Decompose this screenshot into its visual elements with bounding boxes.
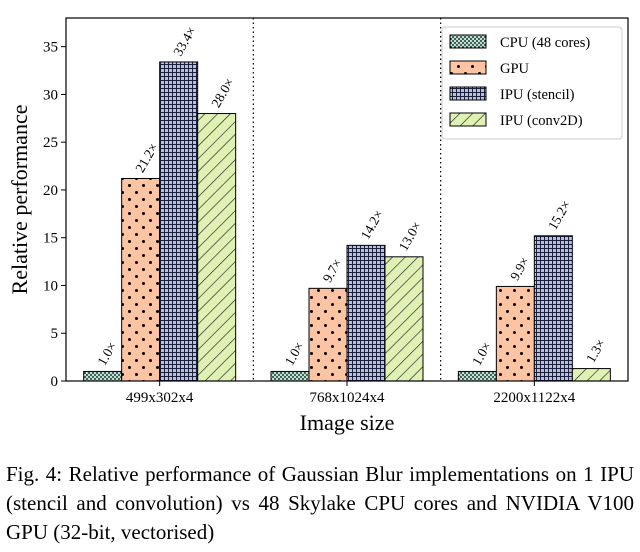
x-tick-label: 768x1024x4: [310, 390, 386, 406]
data-label: 1.0×: [282, 339, 307, 368]
data-label: 33.4×: [170, 24, 199, 59]
data-label: 14.2×: [358, 207, 387, 242]
data-label: 1.0×: [469, 339, 494, 368]
figure-caption: Fig. 4: Relative performance of Gaussian…: [6, 462, 634, 544]
legend-box: [441, 26, 623, 140]
plot-area: [252, 18, 442, 381]
y-tick-label: 0: [51, 374, 59, 390]
bar: [457, 370, 497, 382]
bar: [159, 61, 199, 382]
data-label: 1.0×: [94, 339, 119, 368]
bar: [83, 370, 123, 382]
legend-swatch: [449, 86, 487, 101]
data-label: 1.3×: [583, 336, 608, 365]
y-tick-label: 15: [43, 231, 58, 247]
y-axis-title: Relative performance: [7, 105, 32, 295]
legend-swatch: [449, 112, 487, 127]
data-label: 21.2×: [132, 140, 161, 175]
x-tick-label: 499x302x4: [126, 390, 194, 406]
y-tick-label: 5: [51, 326, 59, 342]
y-tick-label: 25: [43, 135, 58, 151]
axes: 0 5 10 15 20 25 30 35 499x302x4 768x1024x4 2200x11…: [7, 17, 629, 435]
data-label: 28.0×: [208, 75, 237, 110]
bar: [308, 287, 348, 382]
y-tick-label: 35: [43, 40, 58, 56]
bar: [571, 368, 611, 382]
data-label: 9.9×: [507, 254, 532, 283]
data-label: 9.7×: [320, 256, 345, 285]
legend-swatch: [449, 34, 487, 49]
bars: [83, 61, 611, 382]
bar: [533, 235, 573, 382]
bar: [495, 285, 535, 382]
legend-swatch: [449, 60, 487, 75]
data-label: 15.2×: [545, 198, 574, 233]
bar: [346, 244, 386, 382]
bar: [384, 256, 424, 382]
y-tick-label: 10: [43, 278, 58, 294]
x-tick-label: 2200x1122x4: [493, 390, 575, 406]
legend: CPU (48 cores) GPU IPU (stencil) IPU (conv2…: [441, 26, 623, 140]
bar: [270, 370, 310, 382]
bar: [121, 177, 161, 382]
legend-label: IPU (stencil): [500, 87, 575, 103]
legend-label: IPU (conv2D): [500, 113, 583, 129]
bar: [197, 113, 237, 382]
legend-label: CPU (48 cores): [500, 35, 590, 51]
y-tick-label: 30: [43, 87, 58, 103]
data-label: 13.0×: [396, 219, 425, 254]
bar-chart: 1.0× 1.0× 1.0× 21.2× 9.7× 9.9× 33.4× 14.2× 15.2×…: [7, 17, 629, 435]
x-axis-title: Image size: [300, 410, 395, 435]
y-tick-label: 20: [43, 183, 58, 199]
legend-label: GPU: [500, 61, 530, 77]
